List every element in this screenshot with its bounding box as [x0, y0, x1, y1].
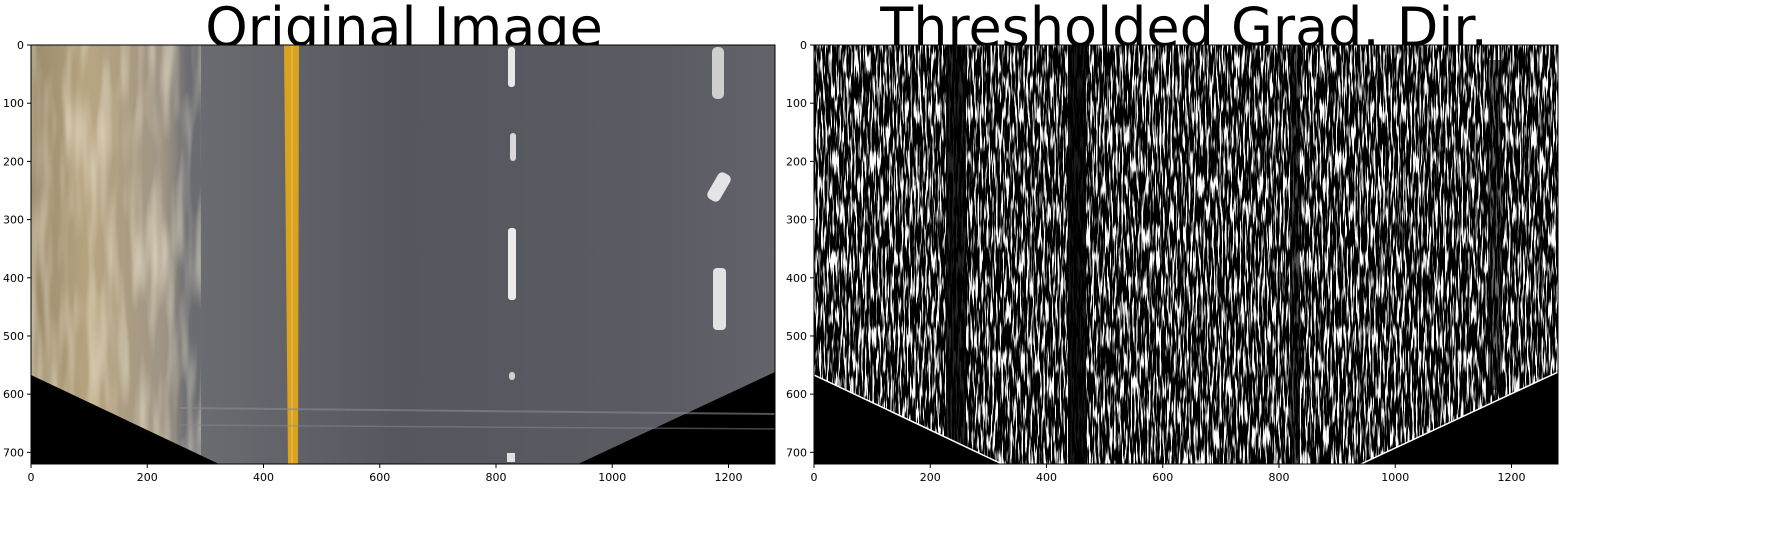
right-x-tick-label: 1200: [1498, 471, 1526, 484]
left-x-tick-label: 1000: [598, 471, 626, 484]
right-x-tick-label: 0: [811, 471, 818, 484]
thresholded-gradient-direction-image: [814, 45, 1558, 464]
right-x-tick-label: 400: [1036, 471, 1057, 484]
right-x-tick-label: 1000: [1381, 471, 1409, 484]
left-y-tick-label: 400: [3, 272, 24, 285]
left-x-tick-label: 200: [137, 471, 158, 484]
right-x-tick-label: 200: [920, 471, 941, 484]
left-x-tick-label: 1200: [715, 471, 743, 484]
right-y-tick-label: 400: [786, 272, 807, 285]
left-y-tick-label: 500: [3, 330, 24, 343]
right-y-tick-label: 0: [800, 39, 807, 52]
left-x-tick-label: 400: [253, 471, 274, 484]
left-x-tick-label: 800: [486, 471, 507, 484]
left-y-tick-label: 300: [3, 214, 24, 227]
original-road-image: [31, 45, 775, 464]
left-y-tick-label: 100: [3, 97, 24, 110]
left-y-tick-label: 0: [17, 39, 24, 52]
left-x-tick-label: 600: [369, 471, 390, 484]
right-y-tick-label: 500: [786, 330, 807, 343]
left-y-tick-label: 700: [3, 446, 24, 459]
left-y-tick-label: 600: [3, 388, 24, 401]
right-y-tick-label: 200: [786, 155, 807, 168]
right-y-tick-label: 300: [786, 214, 807, 227]
right-x-tick-label: 600: [1152, 471, 1173, 484]
right-x-tick-label: 800: [1269, 471, 1290, 484]
right-y-tick-label: 600: [786, 388, 807, 401]
right-y-tick-label: 700: [786, 446, 807, 459]
right-y-tick-label: 100: [786, 97, 807, 110]
left-y-tick-label: 200: [3, 155, 24, 168]
left-x-tick-label: 0: [28, 471, 35, 484]
